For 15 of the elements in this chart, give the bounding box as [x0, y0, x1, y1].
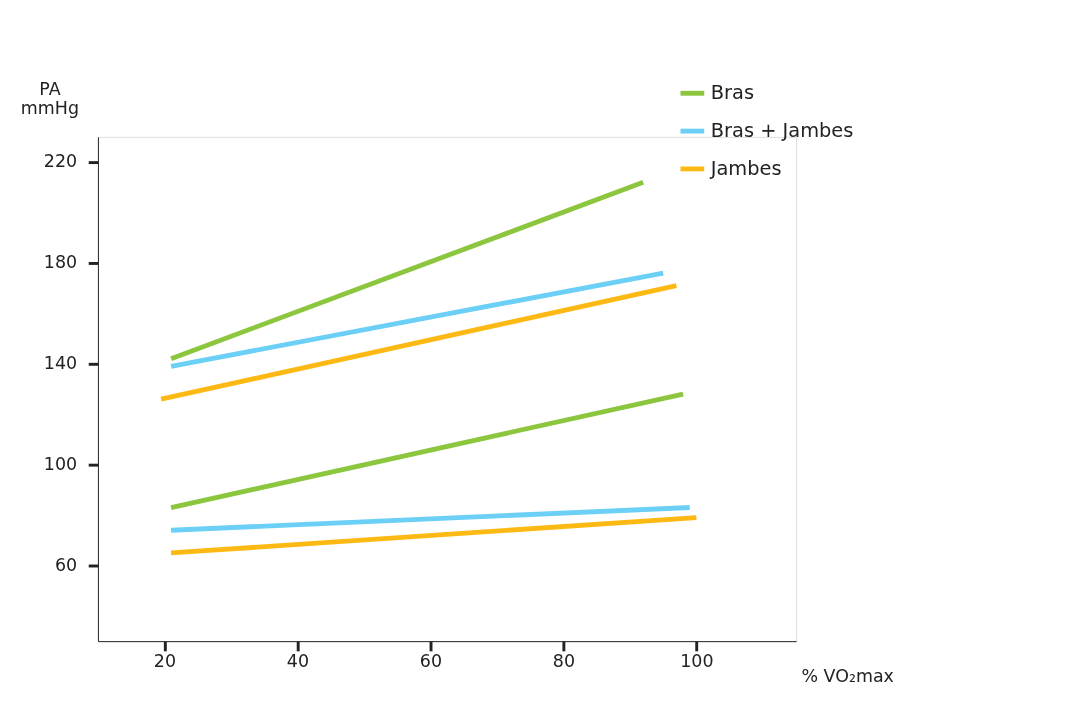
- x-tick-label: 20: [153, 650, 177, 671]
- x-tick-label: 100: [680, 650, 714, 671]
- x-axis-title: % VO₂max: [801, 666, 894, 687]
- y-tick-label: 60: [54, 554, 78, 575]
- x-tick-label: 60: [419, 650, 442, 671]
- x-tick-label: 40: [286, 650, 310, 671]
- y-tick-label: 140: [43, 353, 78, 374]
- y-tick-label: 180: [43, 252, 78, 273]
- y-axis-title: PA mmHg: [20, 78, 80, 119]
- y-tick-label: 100: [43, 454, 78, 474]
- legend-label: Jambes: [709, 156, 782, 180]
- y-tick-label: 220: [43, 151, 78, 172]
- legend-label: Bras: [710, 81, 755, 105]
- legend-label: Bras + Jambes: [710, 118, 854, 142]
- x-tick-label: 80: [552, 650, 575, 671]
